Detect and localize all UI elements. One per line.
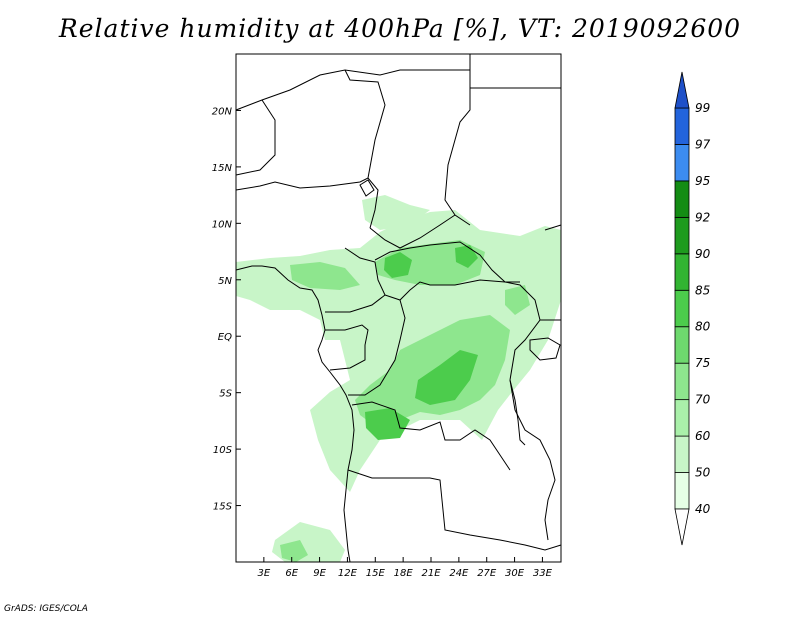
lon-tick-label: 3E <box>258 568 271 579</box>
lat-tick-label: 10S <box>213 445 233 456</box>
border-chad <box>369 214 456 249</box>
lake-victoria <box>529 337 561 361</box>
colorbar-label: 50 <box>695 466 711 480</box>
lat-tick-label: 5N <box>218 276 232 287</box>
border-drc-south <box>351 401 511 471</box>
map-frame <box>235 53 562 563</box>
lon-tick-label: 18E <box>394 568 414 579</box>
humidity-region-dark-2 <box>415 350 478 405</box>
colorbar-label: 75 <box>695 356 710 370</box>
colorbar-label: 70 <box>695 393 711 407</box>
colorbar-segment <box>674 362 690 401</box>
colorbar-segment <box>674 144 690 182</box>
lat-tick-label: 10N <box>212 219 233 230</box>
lake-chad <box>359 179 375 197</box>
lon-tick-label: 6E <box>285 568 298 579</box>
border-north-1 <box>235 54 471 111</box>
country-borders <box>235 54 562 563</box>
border-gabon <box>325 324 369 371</box>
colorbar-label: 97 <box>695 137 711 151</box>
coastline-west-africa <box>235 265 355 563</box>
lon-tick-label: 27E <box>477 568 497 579</box>
border-east-3 <box>544 224 562 231</box>
colorbar-segment <box>674 180 690 218</box>
humidity-region-dark-3 <box>365 408 410 440</box>
border-north-3 <box>344 69 386 179</box>
grads-credit: GrADS: IGES/COLA <box>4 604 88 614</box>
colorbar-segment <box>674 472 690 510</box>
colorbar-label: 85 <box>695 283 710 297</box>
lat-tick-label: 5S <box>219 389 232 400</box>
colorbar-segment <box>674 107 690 145</box>
lake-tanganyika <box>509 379 526 446</box>
border-congo <box>384 279 506 301</box>
humidity-region-medium-5 <box>280 540 308 562</box>
lon-tick-label: 21E <box>421 568 441 579</box>
latitude-axis: 20N 15N 10N 5N EQ 5S 10S 15S <box>212 106 241 513</box>
lat-tick-label: 20N <box>212 106 233 117</box>
lat-tick-label: 15S <box>213 502 233 513</box>
colorbar-segment <box>674 253 690 291</box>
longitude-axis: 3E 6E 9E 12E 15E 18E 21E 24E 27E 30E 33E <box>258 557 553 579</box>
border-sahel <box>235 177 379 229</box>
lon-tick-label: 30E <box>505 568 525 579</box>
humidity-region-medium-4 <box>505 285 530 315</box>
colorbar-label: 92 <box>695 210 710 224</box>
colorbar-label: 60 <box>695 429 711 443</box>
lon-tick-label: 15E <box>366 568 386 579</box>
border-east-4 <box>509 379 556 541</box>
border-car <box>374 241 520 283</box>
colorbar-label: 90 <box>695 247 711 261</box>
lon-tick-label: 9E <box>313 568 326 579</box>
colorbar-segment <box>674 216 690 255</box>
border-angola <box>347 469 562 551</box>
colorbar-label: 80 <box>695 320 711 334</box>
colorbar-label: 99 <box>695 101 710 115</box>
humidity-region-dark-4 <box>455 245 478 268</box>
colorbar-label: 40 <box>695 502 711 516</box>
colorbar-label: 95 <box>695 174 710 188</box>
lat-tick-label: 15N <box>212 163 233 174</box>
colorbar-segment <box>674 289 690 328</box>
humidity-region-dark <box>384 252 412 278</box>
colorbar-segment <box>674 399 690 437</box>
humidity-region-light-2 <box>362 195 430 230</box>
lon-tick-label: 12E <box>338 568 358 579</box>
lon-tick-label: 33E <box>533 568 553 579</box>
colorbar-segment <box>674 326 690 364</box>
colorbar-bottom-arrow <box>674 508 690 546</box>
border-north-2 <box>235 99 276 176</box>
lon-tick-label: 24E <box>449 568 469 579</box>
humidity-region-medium <box>290 262 360 290</box>
colorbar: 40 50 60 70 75 80 85 90 92 95 97 99 <box>674 71 711 546</box>
border-drc-west <box>348 299 406 396</box>
colorbar-top-arrow <box>674 71 690 109</box>
colorbar-segment <box>674 435 690 473</box>
chart-title: Relative humidity at 400hPa [%], VT: 201… <box>58 14 742 43</box>
border-north-4 <box>444 54 471 226</box>
lat-tick-label: EQ <box>218 332 232 343</box>
